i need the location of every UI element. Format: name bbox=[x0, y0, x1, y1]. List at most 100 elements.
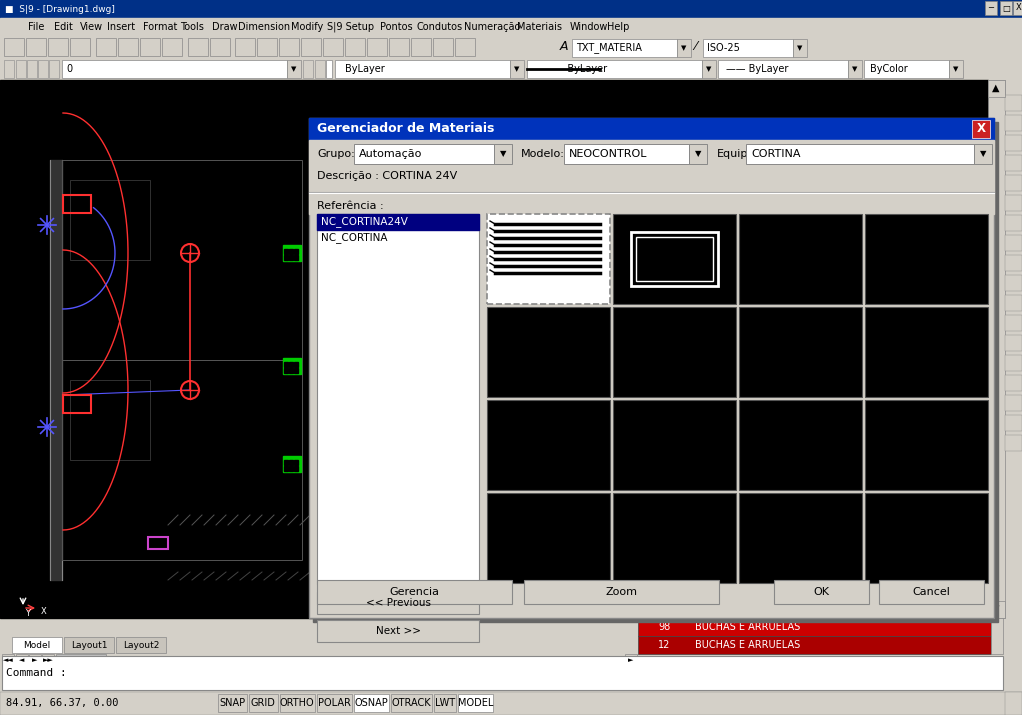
Bar bbox=[69, 380, 150, 460]
Bar bbox=[865, 493, 988, 583]
Bar bbox=[309, 118, 994, 618]
Bar bbox=[248, 694, 278, 712]
Bar bbox=[974, 144, 992, 164]
Text: Zoom: Zoom bbox=[605, 587, 637, 597]
Bar bbox=[0, 58, 1022, 80]
Bar bbox=[1005, 195, 1022, 211]
Bar bbox=[1000, 1, 1012, 15]
Text: 84.91, 66.37, 0.00: 84.91, 66.37, 0.00 bbox=[6, 698, 119, 708]
Bar bbox=[0, 654, 1005, 692]
Bar bbox=[0, 0, 1022, 18]
Bar bbox=[1005, 235, 1022, 251]
Text: Descrição : CORTINA 24V: Descrição : CORTINA 24V bbox=[317, 171, 457, 181]
Bar bbox=[613, 400, 736, 490]
Bar bbox=[1005, 692, 1022, 715]
Bar bbox=[613, 493, 736, 583]
Bar bbox=[510, 60, 524, 78]
Bar bbox=[162, 38, 182, 56]
Bar bbox=[487, 400, 610, 490]
Text: Dimension: Dimension bbox=[238, 22, 290, 32]
Text: 98: 98 bbox=[658, 622, 670, 632]
Text: Model: Model bbox=[24, 641, 51, 649]
Bar bbox=[69, 180, 150, 260]
Bar bbox=[218, 694, 246, 712]
Bar bbox=[317, 214, 479, 230]
Bar bbox=[455, 38, 475, 56]
Bar bbox=[572, 39, 677, 57]
Bar bbox=[16, 654, 28, 667]
Bar bbox=[56, 654, 106, 667]
Text: Modelo:: Modelo: bbox=[521, 149, 565, 159]
Text: POLAR: POLAR bbox=[318, 698, 351, 708]
Bar bbox=[309, 118, 994, 140]
Text: Numeração: Numeração bbox=[464, 22, 520, 32]
Text: ORTHO: ORTHO bbox=[280, 698, 315, 708]
Bar bbox=[287, 60, 301, 78]
Bar bbox=[69, 38, 90, 56]
Bar bbox=[294, 249, 298, 254]
Bar bbox=[235, 38, 256, 56]
Bar bbox=[38, 60, 48, 78]
Bar bbox=[1005, 155, 1022, 171]
Text: LWT: LWT bbox=[435, 698, 455, 708]
Text: ▲: ▲ bbox=[992, 83, 1000, 93]
Text: □: □ bbox=[1002, 4, 1010, 12]
Text: ◄◄: ◄◄ bbox=[3, 657, 13, 663]
Bar bbox=[289, 466, 293, 471]
Text: MODEL: MODEL bbox=[458, 698, 494, 708]
Bar bbox=[283, 358, 301, 374]
Bar bbox=[62, 160, 301, 360]
Bar bbox=[864, 60, 949, 78]
Bar bbox=[865, 214, 988, 304]
Bar bbox=[1005, 415, 1022, 431]
Bar bbox=[636, 237, 713, 281]
Bar bbox=[283, 245, 301, 261]
Bar bbox=[988, 601, 1005, 618]
Bar bbox=[985, 1, 997, 15]
Text: TXT_MATERIA: TXT_MATERIA bbox=[576, 43, 642, 54]
Bar bbox=[294, 368, 298, 373]
Text: Command :: Command : bbox=[6, 668, 66, 678]
Bar bbox=[354, 694, 388, 712]
Bar bbox=[326, 60, 332, 78]
Bar bbox=[26, 38, 46, 56]
Bar bbox=[64, 637, 114, 653]
Bar bbox=[494, 144, 512, 164]
Bar bbox=[564, 144, 689, 164]
Bar bbox=[284, 255, 288, 260]
Text: NC_CORTINA: NC_CORTINA bbox=[321, 232, 387, 243]
Text: A: A bbox=[560, 41, 568, 54]
Bar bbox=[4, 60, 14, 78]
Bar bbox=[315, 60, 325, 78]
Bar bbox=[988, 80, 1005, 618]
Bar bbox=[865, 400, 988, 490]
Bar bbox=[289, 362, 293, 367]
Bar bbox=[739, 214, 862, 304]
Text: ▼: ▼ bbox=[514, 66, 520, 72]
Text: NEOCONTROL: NEOCONTROL bbox=[569, 149, 648, 159]
Bar bbox=[703, 39, 793, 57]
Bar bbox=[16, 60, 26, 78]
Text: X: X bbox=[976, 122, 985, 136]
Text: Gerenciador de Materiais: Gerenciador de Materiais bbox=[317, 122, 495, 136]
Bar bbox=[317, 214, 479, 584]
Bar bbox=[1005, 215, 1022, 231]
Text: 0: 0 bbox=[66, 64, 73, 74]
Bar bbox=[354, 144, 494, 164]
Bar bbox=[2, 654, 14, 667]
Bar bbox=[279, 38, 299, 56]
Bar bbox=[1005, 115, 1022, 131]
Bar bbox=[294, 466, 298, 471]
Text: Edit: Edit bbox=[54, 22, 74, 32]
Text: BUCHAS E ARRUELAS: BUCHAS E ARRUELAS bbox=[695, 640, 800, 650]
Text: −: − bbox=[987, 4, 994, 12]
Text: File: File bbox=[28, 22, 44, 32]
Text: ▼: ▼ bbox=[980, 149, 986, 159]
Bar bbox=[1005, 275, 1022, 291]
Bar bbox=[638, 636, 991, 654]
Bar bbox=[487, 214, 610, 304]
Bar bbox=[62, 360, 301, 560]
Bar bbox=[739, 307, 862, 397]
Bar bbox=[294, 255, 298, 260]
Bar bbox=[303, 60, 313, 78]
